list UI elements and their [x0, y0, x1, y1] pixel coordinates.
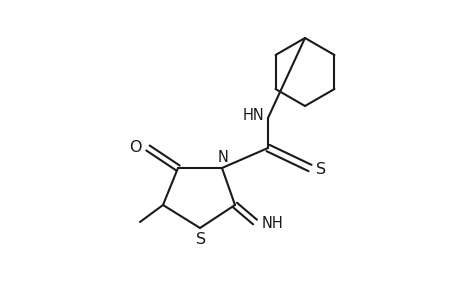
Text: HN: HN: [243, 109, 264, 124]
Text: NH: NH: [262, 217, 283, 232]
Text: S: S: [196, 232, 206, 247]
Text: S: S: [315, 163, 325, 178]
Text: N: N: [217, 151, 228, 166]
Text: O: O: [129, 140, 141, 154]
